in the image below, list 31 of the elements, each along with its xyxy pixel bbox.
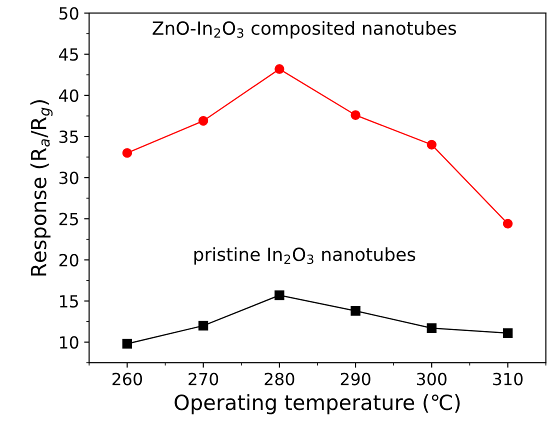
y-tick-label: 15: [60, 295, 78, 308]
point: [350, 110, 360, 120]
point: [350, 306, 360, 316]
y-tick-label: 45: [59, 48, 78, 61]
point: [274, 64, 284, 74]
x-tick-label: 290: [340, 372, 370, 386]
point: [502, 218, 513, 229]
x-tick-label: 300: [417, 372, 446, 386]
y-tick-label: 30: [59, 172, 78, 184]
x-tick-label: 270: [188, 372, 218, 386]
point: [426, 140, 437, 150]
point: [502, 328, 513, 338]
text: pristine In$_{2}$O$_{3}$ nanotubes: [194, 247, 416, 265]
point: [274, 290, 284, 300]
x-axis-title: Operating temperature (℃): [174, 394, 460, 414]
y-axis-title: Response (R$_{a}$/R$_{g}$): [30, 100, 53, 276]
text: ZnO-In$_{2}$O$_{3}$ composited nanotubes: [152, 20, 456, 38]
y-tick-label: 20: [59, 254, 78, 266]
point: [198, 116, 208, 126]
point: [426, 323, 437, 334]
y-tick-label: 10: [60, 336, 78, 349]
point: [122, 148, 132, 158]
point: [198, 320, 208, 331]
x-tick-label: 310: [493, 372, 523, 386]
y-tick-label: 25: [59, 212, 78, 226]
x-tick-label: 280: [264, 372, 294, 386]
y-tick-label: 50: [59, 7, 78, 20]
y-tick-label: 40: [59, 89, 78, 102]
point: [122, 338, 132, 349]
x-tick-label: 260: [112, 372, 142, 386]
y-tick-label: 35: [59, 130, 78, 144]
